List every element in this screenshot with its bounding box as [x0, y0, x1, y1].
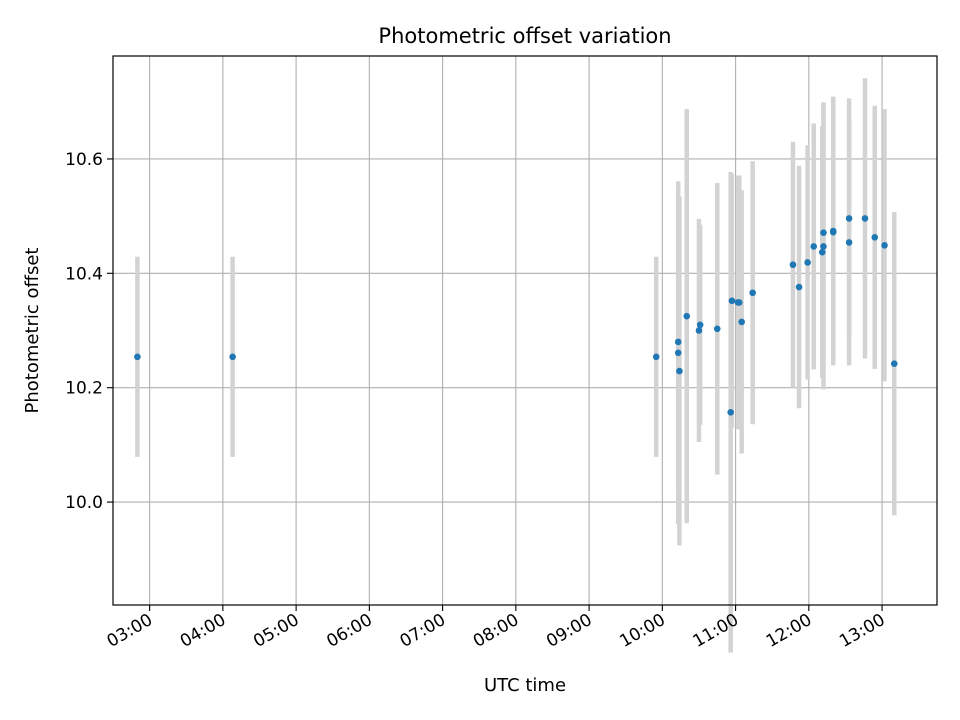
- data-point: [845, 215, 853, 222]
- x-axis: 03:00 04:00 05:00 06:00 07:00 08:00 09:00 10:00…: [104, 605, 889, 652]
- x-tick-label: 06:00: [323, 610, 375, 652]
- x-tick-label: 04:00: [177, 610, 229, 652]
- data-point: [881, 241, 888, 249]
- x-tick-label: 03:00: [104, 610, 156, 652]
- data-point: [861, 215, 869, 222]
- data-points: [134, 215, 898, 416]
- data-point: [738, 318, 745, 326]
- chart-title: Photometric offset variation: [378, 24, 671, 48]
- x-tick-label: 07:00: [397, 610, 449, 652]
- data-point: [674, 338, 682, 346]
- data-point: [695, 327, 703, 334]
- data-point: [652, 353, 660, 361]
- data-point: [735, 299, 743, 306]
- data-point: [696, 321, 704, 329]
- data-point: [820, 243, 827, 250]
- x-tick-label: 05:00: [250, 610, 302, 652]
- data-point: [229, 353, 236, 361]
- x-axis-title: UTC time: [484, 675, 566, 696]
- y-axis-title: Photometric offset: [22, 248, 43, 414]
- y-axis: 10.0 10.2 10.4 10.6: [65, 150, 113, 513]
- x-tick-label: 10:00: [616, 610, 668, 652]
- y-tick-label: 10.0: [65, 493, 103, 513]
- data-point: [871, 233, 879, 241]
- y-tick-label: 10.4: [65, 264, 103, 284]
- data-point: [818, 248, 826, 256]
- data-point: [789, 261, 797, 269]
- data-point: [674, 349, 682, 357]
- data-point: [810, 243, 818, 250]
- data-point: [713, 325, 721, 333]
- data-point: [728, 297, 736, 305]
- data-point: [829, 228, 837, 236]
- x-tick-label: 12:00: [763, 610, 815, 652]
- y-tick-label: 10.6: [65, 150, 103, 170]
- data-point: [749, 289, 756, 297]
- data-point: [804, 259, 811, 266]
- data-point: [845, 239, 853, 246]
- data-point: [890, 360, 898, 367]
- data-point: [676, 367, 683, 375]
- data-point: [795, 283, 803, 291]
- x-tick-label: 09:00: [543, 610, 595, 652]
- data-point: [134, 353, 141, 361]
- x-tick-label: 13:00: [836, 610, 888, 652]
- data-point: [820, 229, 827, 237]
- x-tick-label: 08:00: [470, 610, 522, 652]
- plot-frame: [112, 55, 938, 606]
- y-tick-label: 10.2: [65, 379, 103, 399]
- data-point: [727, 408, 734, 416]
- x-tick-label: 11:00: [690, 610, 742, 652]
- data-point: [683, 312, 691, 320]
